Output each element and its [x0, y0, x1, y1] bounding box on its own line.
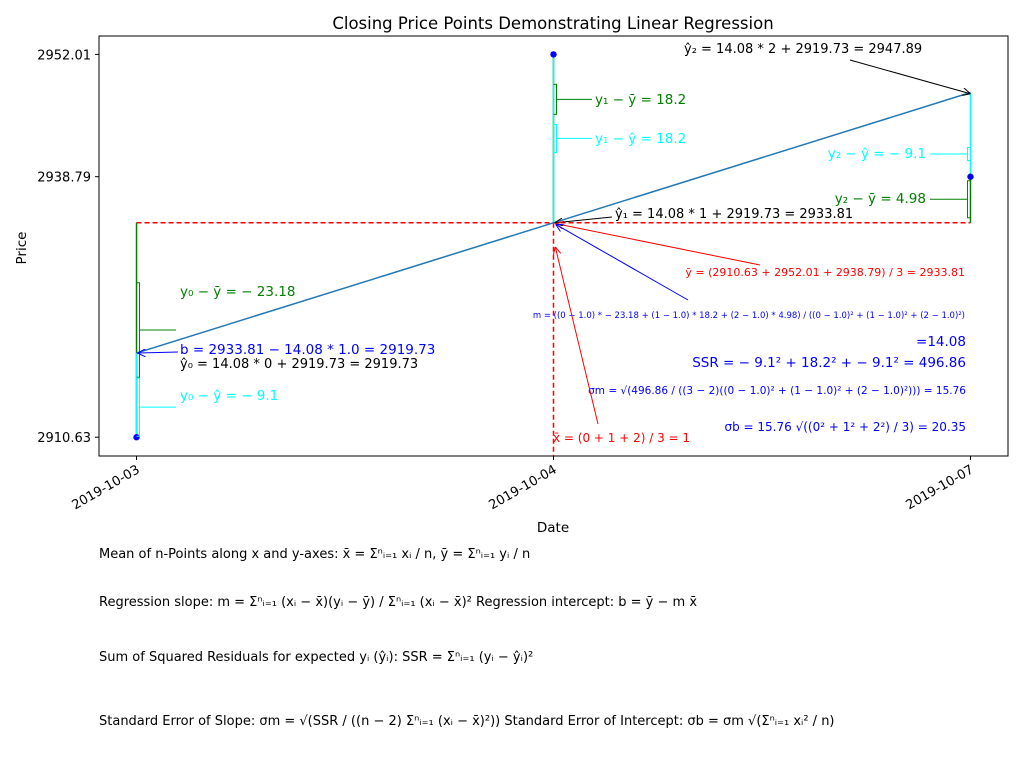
annotation-y2-ybar: y₂ − ȳ = 4.98 — [835, 191, 926, 207]
annotation-slope-result: =14.08 — [916, 334, 966, 350]
annotation-y0-yhat: y₀ − ŷ = − 9.1 — [180, 388, 278, 404]
annotation-yhat1: ŷ₁ = 14.08 * 1 + 2919.73 = 2933.81 — [615, 207, 853, 222]
annotation-y1-ybar: y₁ − ȳ = 18.2 — [595, 92, 686, 108]
annotation-xbar-arrow — [556, 248, 599, 424]
annotation-sigma-m: σm = √(496.86 / ((3 − 2)((0 − 1.0)² + (1… — [588, 385, 966, 397]
annotation-y0-ybar: y₀ − ȳ = − 23.18 — [180, 284, 295, 300]
annotation-slope: m = ((0 − 1.0) * − 23.18 + (1 − 1.0) * 1… — [533, 311, 965, 321]
annotation-y2-yhat: y₂ − ŷ = − 9.1 — [828, 146, 926, 162]
data-point — [967, 174, 973, 180]
annotation-yhat2: ŷ₂ = 14.08 * 2 + 2919.73 = 2947.89 — [684, 42, 922, 57]
axes: 2910.63 2938.79 2952.01 2019-10-03 2019-10-0… — [37, 48, 976, 513]
mean-formula: Mean of n-Points along x and y-axes: x̄ … — [99, 547, 530, 562]
annotation-intercept: b = 2933.81 − 14.08 * 1.0 = 2919.73 — [180, 342, 435, 358]
y-tick-label: 2910.63 — [37, 431, 91, 446]
annotation-ybar: ȳ = (2910.63 + 2952.01 + 2938.79) / 3 = … — [685, 266, 965, 279]
stderr-formula: Standard Error of Slope: σm = √(SSR / ((… — [99, 714, 835, 729]
data-point — [133, 434, 139, 440]
x-axis-label: Date — [537, 520, 569, 536]
ssr-formula: Sum of Squared Residuals for expected yᵢ… — [99, 650, 533, 665]
annotation-y1-yhat: y₁ − ŷ = 18.2 — [595, 131, 686, 147]
y-tick-label: 2938.79 — [37, 171, 91, 186]
x-tick-label: 2019-10-03 — [70, 462, 143, 513]
annotation-xbar: x̄ = (0 + 1 + 2) / 3 = 1 — [553, 431, 690, 445]
annotation-ssr: SSR = − 9.1² + 18.2² + − 9.1² = 496.86 — [692, 355, 966, 371]
annotation-yhat0: ŷ₀ = 14.08 * 0 + 2919.73 = 2919.73 — [180, 357, 418, 372]
x-tick-label: 2019-10-07 — [904, 462, 977, 513]
x-tick-label: 2019-10-04 — [487, 462, 560, 513]
data-point — [550, 51, 556, 57]
chart-title: Closing Price Points Demonstrating Linea… — [332, 14, 773, 33]
annotation-intercept-arrow — [139, 352, 178, 353]
y-tick-label: 2952.01 — [37, 48, 91, 63]
regression-formula: Regression slope: m = Σⁿᵢ₌₁ (xᵢ − x̄)(yᵢ… — [99, 595, 697, 610]
annotation-slope-arrow — [557, 225, 689, 300]
annotation-yhat2-arrow — [850, 60, 969, 94]
annotation-sigma-b: σb = 15.76 √((0² + 1² + 2²) / 3) = 20.35 — [725, 420, 967, 434]
y-axis-label: Price — [14, 232, 30, 265]
annotation-ybar-arrow — [557, 224, 761, 265]
